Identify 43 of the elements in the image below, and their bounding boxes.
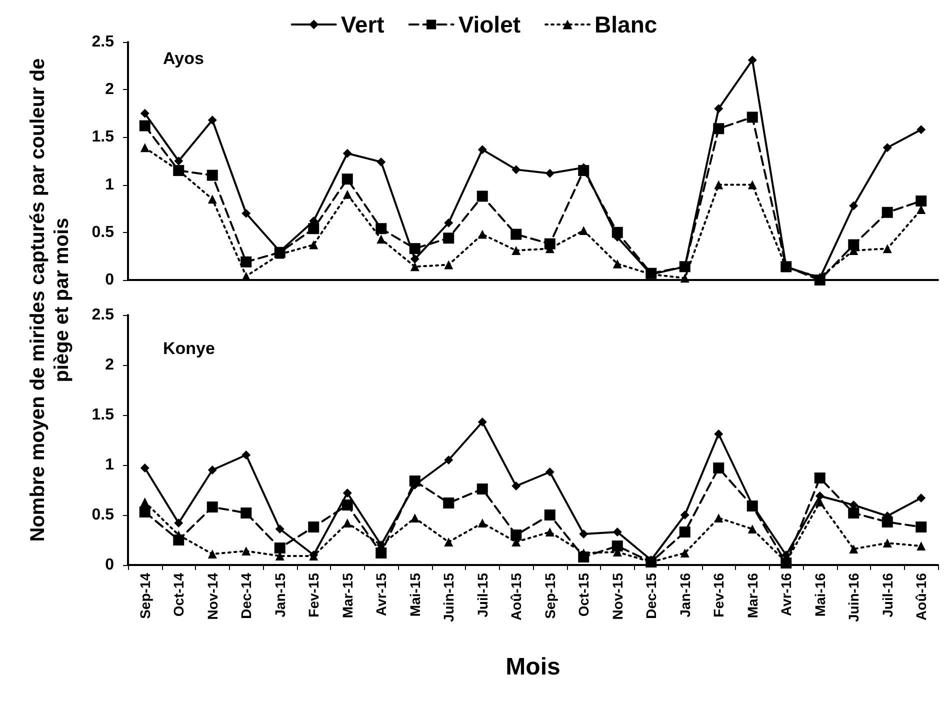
x-tick-label: Avr-15 [373,572,390,616]
x-tick-label: Oct-14 [170,572,187,617]
y-tick-label: 2 [105,81,114,98]
x-tick-label: Fev-15 [306,572,322,618]
x-axis-title: Mois [506,654,560,680]
y-tick-label: 1.5 [92,406,114,424]
x-tick-label: Jan-15 [272,572,288,618]
x-tick-label: Juin-15 [440,572,457,622]
y-tick-label: 0 [105,272,114,288]
x-tick-label: Sep-14 [136,572,153,619]
x-tick-label: Dec-14 [238,572,254,619]
y-tick-label: 2.5 [92,34,114,50]
y-tick-label: 1 [105,456,114,474]
y-tick-label: 0.5 [92,506,114,524]
y-axis-title: Nombre moyen de mirides capturés par couleur de piège et par mois [26,57,74,544]
x-tick-label: Avr-16 [778,572,794,616]
x-tick-label: Mai-16 [812,572,828,617]
x-tick-label: Nov-14 [204,572,220,620]
x-tick-label: Dec-15 [643,572,660,619]
x-tick-label: Sep-15 [542,572,558,619]
x-tick-label: Juin-16 [846,572,862,622]
y-tick-label: 2 [105,356,114,374]
chart-title: Ayos [163,49,204,68]
x-tick-label: Mai-15 [406,572,423,617]
x-tick-label: Oct-15 [576,572,592,617]
legend-label: Blanc [594,12,658,38]
y-tick-label: 1 [105,176,114,194]
y-tick-label: 2.5 [92,306,114,324]
y-tick-label: 0 [105,556,114,574]
y-tick-label: 1.5 [92,128,114,146]
legend-label: Violet [458,12,521,38]
text: Konye [163,339,215,358]
x-tick-label: Aoû-15 [508,572,524,620]
x-tick-label: Aoû-16 [913,572,930,620]
x-tick-label: Juil-16 [879,572,896,618]
x-tick-label: Fev-16 [710,572,727,618]
x-tick-label: Mar-15 [339,572,356,618]
x-tick-label: Nov-15 [609,572,626,620]
legend-label: Vert [340,12,385,38]
x-tick-label: Jan-16 [676,572,693,618]
y-tick-label: 0.5 [92,224,114,241]
x-tick-label: Mar-16 [744,572,760,618]
x-tick-label: Juil-15 [474,572,490,618]
